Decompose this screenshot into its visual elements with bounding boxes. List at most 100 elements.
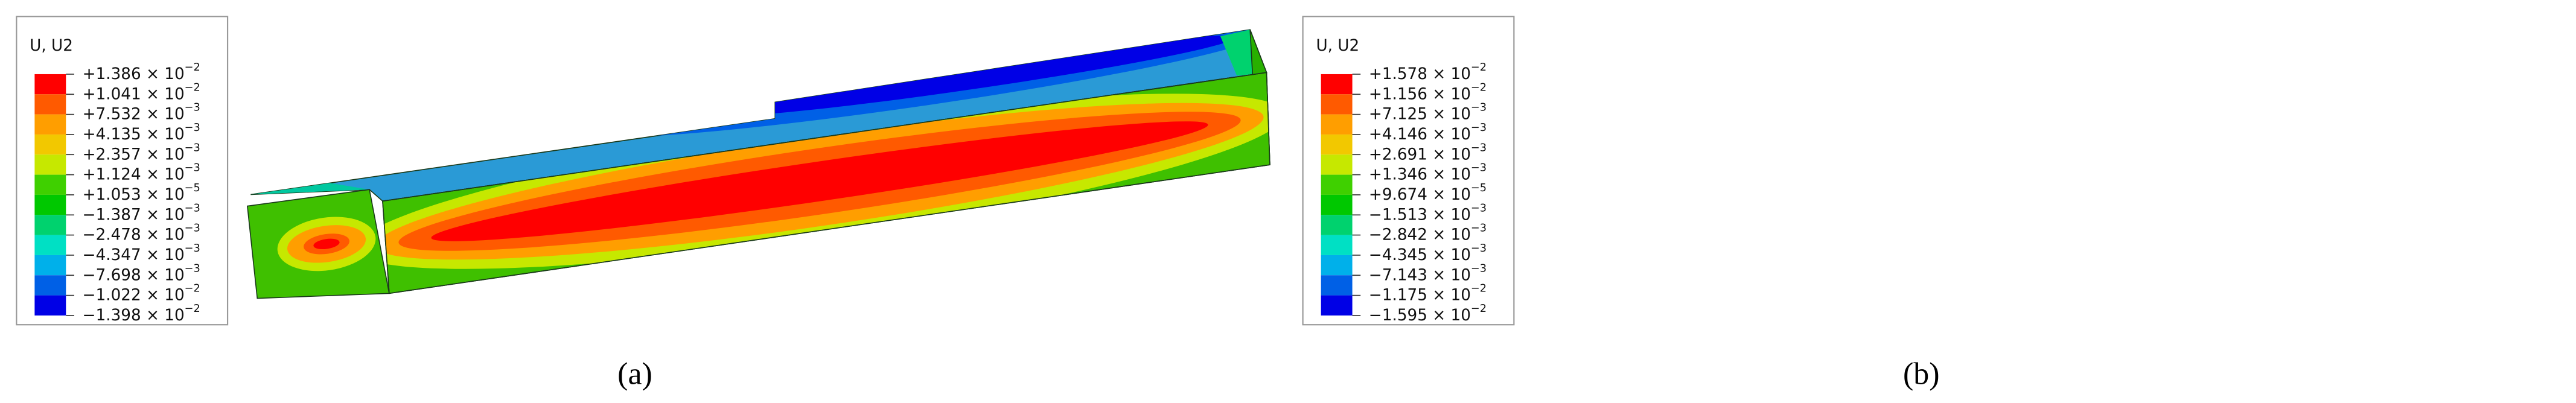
legend-label: +2.357 × 10−3 [83, 142, 200, 163]
legend-exponent: −3 [185, 243, 200, 255]
beam-model [246, 29, 1270, 299]
legend-mantissa: −2.842 × 10 [1369, 226, 1471, 244]
block-contours [277, 217, 376, 271]
legend-label: −7.143 × 10−3 [1369, 262, 1487, 284]
legend-swatch [1321, 134, 1353, 155]
legend-label: +1.124 × 10−3 [83, 162, 200, 183]
legend-swatch [1321, 275, 1353, 296]
legend-exponent: −3 [1471, 202, 1487, 214]
legend-exponent: −3 [185, 142, 200, 154]
legend-swatch [34, 235, 66, 255]
legend-mantissa: −7.143 × 10 [1369, 266, 1471, 284]
legend-label: +7.125 × 10−3 [1369, 102, 1487, 123]
legend-exponent: −2 [1471, 303, 1487, 315]
legend-exponent: −5 [185, 182, 200, 194]
legend-mantissa: +1.578 × 10 [1369, 65, 1471, 83]
front-outline [382, 72, 1270, 294]
legend-exponent: −2 [1471, 283, 1487, 295]
legend-swatch [1321, 154, 1353, 175]
legend-exponent: −3 [1471, 262, 1487, 274]
legend-label: −1.022 × 10−2 [83, 283, 200, 304]
legend-swatch [34, 295, 66, 316]
legend-label: −4.347 × 10−3 [83, 243, 200, 264]
legend-exponent: −3 [185, 162, 200, 174]
legend-swatch [34, 114, 66, 135]
legend-swatch [34, 215, 66, 235]
legend-exponent: −2 [185, 303, 200, 315]
legend-label: +2.691 × 10−3 [1369, 142, 1487, 163]
legend-exponent: −3 [185, 202, 200, 214]
legend-mantissa: +7.532 × 10 [83, 105, 185, 123]
legend-exponent: −3 [185, 102, 200, 114]
legend-mantissa: −1.175 × 10 [1369, 286, 1471, 304]
legend-mantissa: −1.398 × 10 [83, 306, 185, 324]
caption: (b) [1903, 357, 1940, 392]
legend: U, U2+1.386 × 10−2+1.041 × 10−2+7.532 × … [16, 16, 229, 326]
legend-swatch [34, 194, 66, 215]
panel: U, U2+1.386 × 10−2+1.041 × 10−2+7.532 × … [16, 16, 1270, 392]
legend-mantissa: +1.386 × 10 [83, 65, 185, 83]
legend-swatch [1321, 94, 1353, 115]
legend-mantissa: −7.698 × 10 [83, 266, 185, 284]
legend-label: −4.345 × 10−3 [1369, 243, 1487, 264]
legend-exponent: −2 [1471, 62, 1487, 74]
front-contours [382, 94, 1270, 269]
legend-label: −1.175 × 10−2 [1369, 283, 1487, 304]
legend-label: +1.053 × 10−5 [83, 182, 200, 203]
legend-swatch [1321, 235, 1353, 255]
legend-exponent: −2 [185, 62, 200, 74]
legend-label: +1.156 × 10−2 [1369, 81, 1487, 103]
legend-label: −7.698 × 10−3 [83, 262, 200, 284]
legend-label: +9.674 × 10−5 [1369, 182, 1487, 203]
contour-band [712, 35, 1234, 116]
legend-label: −2.478 × 10−3 [83, 223, 200, 244]
legend-exponent: −3 [1471, 223, 1487, 235]
legend-swatch [1321, 74, 1353, 95]
legend-title: U, U2 [30, 37, 73, 55]
legend-exponent: −3 [1471, 122, 1487, 134]
legend-exponent: −3 [1471, 102, 1487, 114]
legend-label: +1.041 × 10−2 [83, 81, 200, 103]
legend-swatch [34, 74, 66, 95]
legend-swatch [1321, 215, 1353, 235]
legend-swatch [1321, 114, 1353, 135]
legend-label: +1.346 × 10−3 [1369, 162, 1487, 183]
legend-exponent: −2 [185, 81, 200, 94]
legend-exponent: −2 [1471, 81, 1487, 94]
legend-swatch [1321, 295, 1353, 316]
legend-mantissa: +1.053 × 10 [83, 185, 185, 203]
contour-band [250, 183, 370, 195]
legend-swatch [1321, 174, 1353, 195]
legend-swatch [1321, 194, 1353, 215]
legend: U, U2+1.578 × 10−2+1.156 × 10−2+7.125 × … [1302, 16, 1515, 326]
legend-swatch [1321, 255, 1353, 276]
legend-title: U, U2 [1316, 37, 1359, 55]
legend-mantissa: −1.387 × 10 [83, 206, 185, 224]
legend-mantissa: −1.595 × 10 [1369, 306, 1471, 324]
legend-exponent: −2 [185, 283, 200, 295]
legend-exponent: −3 [185, 223, 200, 235]
legend-swatch [34, 275, 66, 296]
legend-label: −1.595 × 10−2 [1369, 303, 1487, 324]
legend-swatch [34, 94, 66, 115]
legend-mantissa: +4.146 × 10 [1369, 125, 1471, 143]
legend-exponent: −3 [1471, 142, 1487, 154]
legend-mantissa: +9.674 × 10 [1369, 185, 1471, 203]
legend-label: −1.387 × 10−3 [83, 202, 200, 223]
legend-label: +1.386 × 10−2 [83, 62, 200, 83]
legend-exponent: −3 [185, 262, 200, 274]
legend-mantissa: +1.156 × 10 [1369, 85, 1471, 103]
legend-swatch [34, 154, 66, 175]
legend-label: −1.513 × 10−3 [1369, 202, 1487, 223]
legend-mantissa: +2.357 × 10 [83, 145, 185, 163]
legend-mantissa: −1.022 × 10 [83, 286, 185, 304]
legend-exponent: −5 [1471, 182, 1487, 194]
caption: (a) [617, 357, 652, 392]
legend-swatch [34, 174, 66, 195]
legend-mantissa: −4.347 × 10 [83, 246, 185, 264]
legend-mantissa: +2.691 × 10 [1369, 145, 1471, 163]
legend-label: +7.532 × 10−3 [83, 102, 200, 123]
legend-label: +4.146 × 10−3 [1369, 122, 1487, 143]
